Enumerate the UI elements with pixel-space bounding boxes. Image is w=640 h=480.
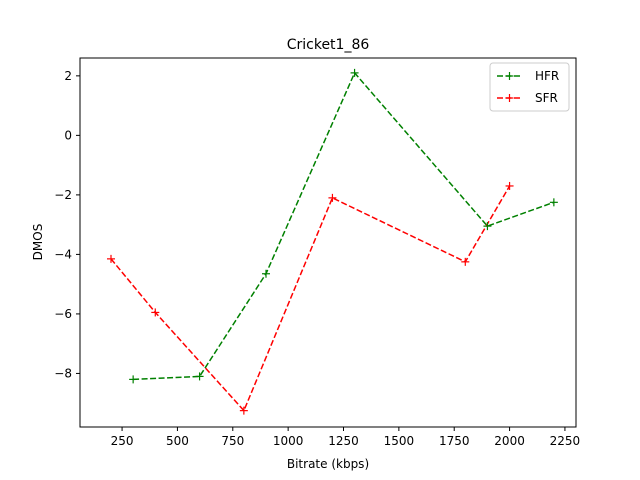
data-point-hfr	[483, 222, 492, 231]
x-tick-label: 1750	[439, 434, 470, 448]
x-tick-label: 500	[166, 434, 189, 448]
data-point-sfr	[461, 257, 470, 266]
plot-frame	[79, 57, 577, 428]
x-tick-label: 2000	[494, 434, 525, 448]
x-tick-label: 1250	[328, 434, 359, 448]
y-tick-label: −4	[54, 247, 72, 261]
legend-label-hfr: HFR	[535, 69, 559, 83]
y-axis: −8 −6 −4 −2 0 2	[54, 69, 80, 380]
plot-lines	[110, 71, 555, 412]
data-point-sfr	[107, 254, 115, 263]
y-axis-label: DMOS	[31, 224, 45, 261]
data-point-hfr	[129, 375, 138, 384]
data-point-hfr	[195, 372, 204, 381]
legend: HFR SFR	[489, 62, 570, 112]
data-point-sfr	[151, 308, 160, 317]
y-tick-label: −6	[54, 307, 72, 321]
data-point-hfr	[549, 198, 558, 207]
x-axis-label: Bitrate (kbps)	[287, 457, 369, 471]
data-point-sfr	[239, 406, 248, 415]
y-tick-label: 0	[64, 128, 72, 142]
legend-label-sfr: SFR	[535, 91, 558, 105]
x-axis: 250 500 750 1000 1250 1500 1750 2000 2250	[111, 427, 581, 448]
x-tick-label: 750	[221, 434, 244, 448]
data-point-hfr	[262, 269, 270, 278]
x-tick-label: 1500	[384, 434, 415, 448]
y-tick-label: −2	[54, 188, 72, 202]
series-line-hfr	[133, 71, 555, 381]
x-tick-label: 250	[111, 434, 134, 448]
plot-markers	[107, 68, 558, 415]
series-line-sfr	[110, 185, 511, 412]
y-tick-label: −8	[54, 366, 72, 380]
x-tick-label: 2250	[550, 434, 581, 448]
y-tick-label: 2	[64, 69, 72, 83]
data-point-hfr	[350, 68, 359, 77]
data-point-sfr	[505, 181, 514, 190]
x-tick-label: 1000	[273, 434, 304, 448]
chart-title: Cricket1_86	[287, 37, 370, 53]
data-point-sfr	[328, 193, 337, 202]
